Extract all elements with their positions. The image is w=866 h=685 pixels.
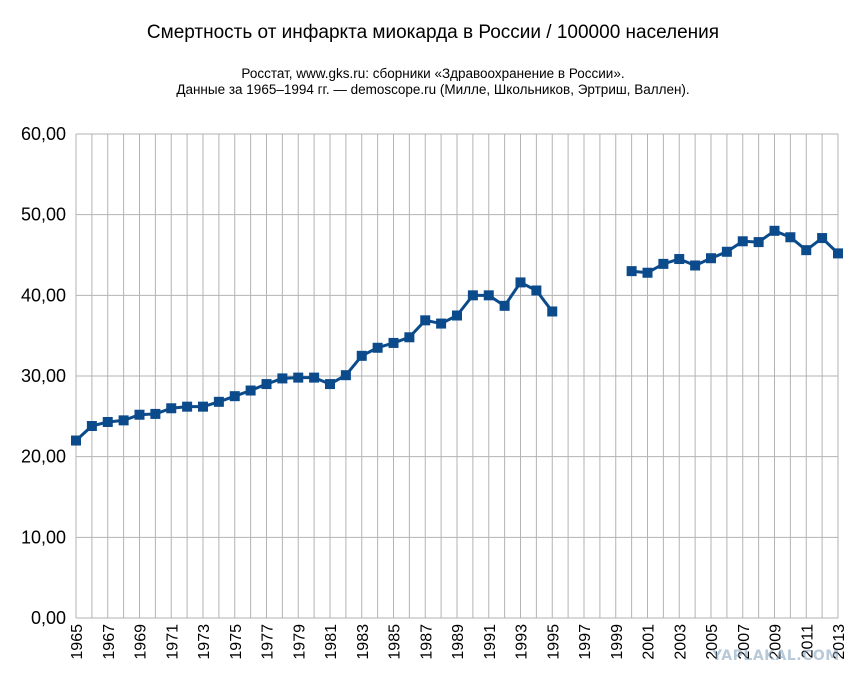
y-tick-label: 30,00 (21, 366, 66, 386)
data-point-1968 (118, 415, 129, 426)
x-tick-label: 1975 (228, 624, 245, 660)
data-point-2001 (642, 267, 653, 278)
data-point-1973 (198, 401, 208, 412)
y-tick-label: 40,00 (21, 285, 66, 305)
x-tick-label: 1981 (323, 624, 340, 660)
data-point-1981 (325, 379, 335, 390)
data-point-2009 (769, 225, 780, 236)
data-point-1980 (309, 372, 320, 383)
data-point-1985 (388, 337, 399, 348)
data-point-2011 (801, 245, 812, 256)
x-tick-label: 1965 (69, 624, 86, 660)
data-point-2005 (706, 253, 716, 264)
data-point-1983 (356, 350, 367, 361)
data-point-1991 (483, 290, 494, 301)
grid-layer (75, 133, 839, 619)
data-point-1965 (71, 435, 81, 446)
data-point-2008 (753, 237, 764, 248)
marker-layer (71, 225, 843, 446)
data-point-2000 (626, 266, 637, 277)
x-tick-label: 2007 (736, 624, 753, 660)
data-point-2002 (658, 258, 669, 269)
data-point-2010 (785, 232, 796, 243)
x-tick-label: 1997 (577, 624, 594, 660)
data-point-1970 (150, 408, 161, 419)
chart-subtitle-line-1: Росстат, www.gks.ru: сборники «Здравоохр… (241, 66, 625, 81)
data-point-1993 (515, 277, 526, 288)
x-tick-label: 1979 (291, 624, 308, 660)
x-tick-label: 2011 (799, 624, 816, 659)
x-tick-label: 2001 (641, 624, 658, 660)
data-point-1990 (467, 290, 478, 301)
x-tick-label: 1989 (450, 624, 467, 660)
y-tick-label: 10,00 (21, 527, 66, 547)
data-point-1966 (86, 421, 97, 432)
data-point-1978 (277, 373, 288, 384)
data-point-1975 (229, 391, 240, 402)
x-tick-label: 1971 (164, 624, 181, 660)
data-point-2004 (690, 260, 701, 271)
x-tick-label: 1969 (133, 624, 150, 660)
x-tick-label: 1985 (387, 624, 404, 660)
data-point-2006 (721, 246, 732, 257)
data-point-2012 (817, 233, 828, 244)
chart-subtitle-line-2: Данные за 1965–1994 гг. — demoscope.ru (… (176, 82, 690, 97)
y-tick-label: 0,00 (31, 608, 66, 628)
data-point-2003 (674, 254, 685, 265)
data-point-1971 (166, 403, 177, 414)
data-point-1984 (372, 342, 383, 353)
x-tick-label: 1967 (101, 624, 118, 660)
data-point-1982 (340, 370, 351, 381)
data-point-1992 (499, 300, 510, 311)
data-point-1987 (420, 315, 431, 326)
data-point-1969 (134, 409, 145, 420)
x-tick-label: 2013 (831, 624, 848, 660)
watermark: YAPLAKAL.COM (711, 648, 840, 664)
data-point-2013 (833, 248, 843, 259)
y-tick-label: 20,00 (21, 447, 66, 467)
data-point-1989 (452, 310, 462, 321)
y-tick-label: 50,00 (21, 205, 66, 225)
data-point-1974 (213, 396, 224, 407)
data-point-1986 (404, 332, 415, 343)
y-tick-label: 60,00 (21, 124, 66, 144)
tick-label-layer: 0,00 10,00 20,00 30,00 40,00 50,00 60,00 1965 19… (21, 124, 848, 660)
data-point-1977 (261, 379, 272, 390)
x-tick-label: 1991 (482, 624, 499, 660)
data-point-1988 (436, 318, 447, 329)
x-tick-label: 1977 (260, 624, 277, 660)
x-tick-label: 1987 (418, 624, 435, 660)
data-point-1976 (245, 385, 256, 396)
x-tick-label: 1973 (196, 624, 213, 660)
data-point-1995 (547, 306, 558, 317)
x-tick-label: 2003 (672, 624, 689, 660)
data-point-1994 (531, 285, 542, 296)
x-tick-label: 2005 (704, 624, 721, 660)
data-point-1972 (182, 401, 193, 412)
x-tick-label: 1995 (545, 624, 562, 660)
chart-title: Смертность от инфаркта миокарда в России… (146, 22, 720, 43)
data-point-1979 (293, 372, 304, 383)
x-tick-label: 1983 (355, 624, 372, 660)
data-point-2007 (737, 236, 748, 247)
x-tick-label: 1993 (514, 624, 531, 660)
data-point-1967 (102, 416, 113, 427)
x-tick-label: 1999 (609, 624, 626, 660)
x-tick-label: 2009 (768, 624, 785, 660)
